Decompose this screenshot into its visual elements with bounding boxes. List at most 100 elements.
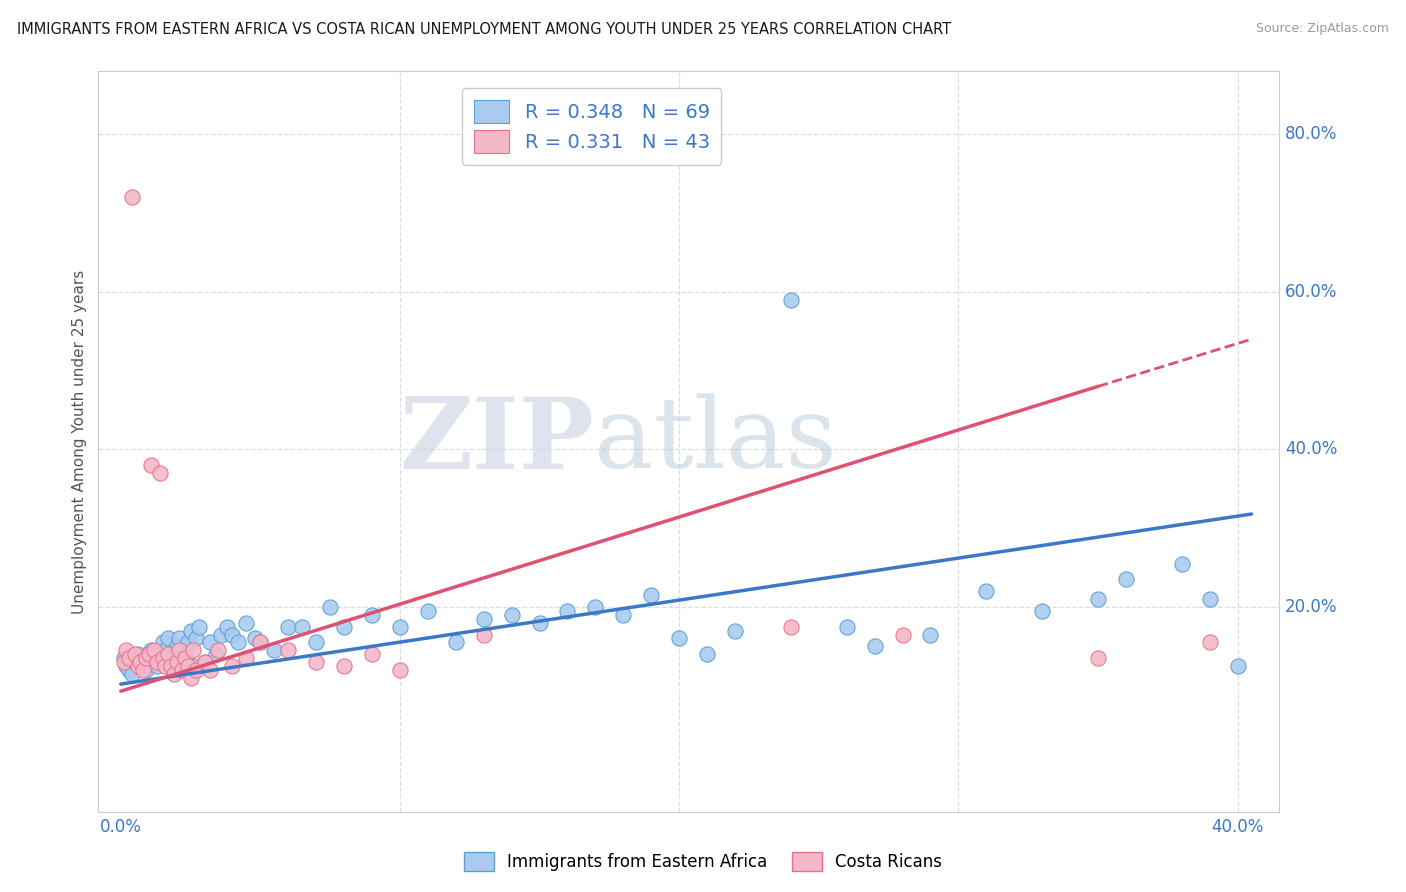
Point xyxy=(152,651,174,665)
Point xyxy=(277,620,299,634)
Point xyxy=(180,624,202,638)
Point xyxy=(132,663,155,677)
Point xyxy=(169,632,191,646)
Point xyxy=(249,635,271,649)
Point xyxy=(243,632,266,646)
Point xyxy=(235,651,257,665)
Point xyxy=(388,620,411,634)
Point xyxy=(172,651,194,665)
Point xyxy=(124,655,146,669)
Point xyxy=(183,659,205,673)
Text: 60.0%: 60.0% xyxy=(1285,283,1337,301)
Point xyxy=(1198,592,1220,607)
Text: ZIP: ZIP xyxy=(399,393,595,490)
Y-axis label: Unemployment Among Youth under 25 years: Unemployment Among Youth under 25 years xyxy=(72,269,87,614)
Point xyxy=(127,647,149,661)
Point xyxy=(166,640,188,654)
Text: Source: ZipAtlas.com: Source: ZipAtlas.com xyxy=(1256,22,1389,36)
Point xyxy=(174,643,197,657)
Point xyxy=(263,643,285,657)
Point xyxy=(193,655,215,669)
Point xyxy=(172,663,194,677)
Point xyxy=(207,643,229,657)
Point xyxy=(204,647,226,661)
Point xyxy=(277,643,299,657)
Point xyxy=(115,659,138,673)
Point xyxy=(193,655,215,669)
Point xyxy=(668,632,690,646)
Point xyxy=(115,643,138,657)
Point xyxy=(118,651,141,665)
Point xyxy=(724,624,747,638)
Point xyxy=(291,620,314,634)
Point xyxy=(388,663,411,677)
Point xyxy=(127,659,149,673)
Point xyxy=(249,635,271,649)
Point xyxy=(863,640,886,654)
Point xyxy=(333,620,356,634)
Point xyxy=(779,293,801,307)
Point xyxy=(138,655,160,669)
Point xyxy=(209,627,232,641)
Point xyxy=(146,659,169,673)
Text: 40.0%: 40.0% xyxy=(1285,441,1337,458)
Text: 0.0%: 0.0% xyxy=(100,818,142,836)
Point xyxy=(180,671,202,685)
Text: 80.0%: 80.0% xyxy=(1285,126,1337,144)
Text: 40.0%: 40.0% xyxy=(1212,818,1264,836)
Point xyxy=(163,666,186,681)
Point xyxy=(198,663,221,677)
Point xyxy=(305,635,328,649)
Point xyxy=(186,663,208,677)
Point xyxy=(612,607,634,622)
Point xyxy=(835,620,858,634)
Point xyxy=(155,643,177,657)
Point xyxy=(143,647,166,661)
Point xyxy=(1115,573,1137,587)
Point xyxy=(1031,604,1053,618)
Point xyxy=(169,643,191,657)
Point xyxy=(472,612,495,626)
Point xyxy=(163,647,186,661)
Point xyxy=(226,635,249,649)
Point xyxy=(129,655,152,669)
Point xyxy=(157,632,180,646)
Point xyxy=(141,643,163,657)
Point xyxy=(557,604,579,618)
Point xyxy=(166,655,188,669)
Point xyxy=(1198,635,1220,649)
Point xyxy=(583,599,606,614)
Point xyxy=(235,615,257,630)
Point xyxy=(135,663,157,677)
Point xyxy=(1087,592,1109,607)
Point xyxy=(121,190,143,204)
Point xyxy=(221,627,243,641)
Point xyxy=(141,458,163,472)
Point xyxy=(160,659,183,673)
Point xyxy=(974,584,997,599)
Point xyxy=(121,666,143,681)
Text: atlas: atlas xyxy=(595,393,837,490)
Point xyxy=(319,599,342,614)
Point xyxy=(177,659,200,673)
Point xyxy=(118,663,141,677)
Point xyxy=(1087,651,1109,665)
Text: IMMIGRANTS FROM EASTERN AFRICA VS COSTA RICAN UNEMPLOYMENT AMONG YOUTH UNDER 25 : IMMIGRANTS FROM EASTERN AFRICA VS COSTA … xyxy=(17,22,950,37)
Point xyxy=(135,651,157,665)
Point xyxy=(472,627,495,641)
Legend: R = 0.348   N = 69, R = 0.331   N = 43: R = 0.348 N = 69, R = 0.331 N = 43 xyxy=(463,88,721,164)
Point xyxy=(920,627,942,641)
Point xyxy=(129,651,152,665)
Point xyxy=(143,643,166,657)
Point xyxy=(416,604,439,618)
Point xyxy=(138,647,160,661)
Point xyxy=(1170,557,1192,571)
Point xyxy=(361,607,384,622)
Point xyxy=(187,620,209,634)
Point xyxy=(529,615,551,630)
Point xyxy=(177,635,200,649)
Text: 20.0%: 20.0% xyxy=(1285,598,1337,616)
Point xyxy=(221,659,243,673)
Point xyxy=(333,659,356,673)
Point xyxy=(501,607,523,622)
